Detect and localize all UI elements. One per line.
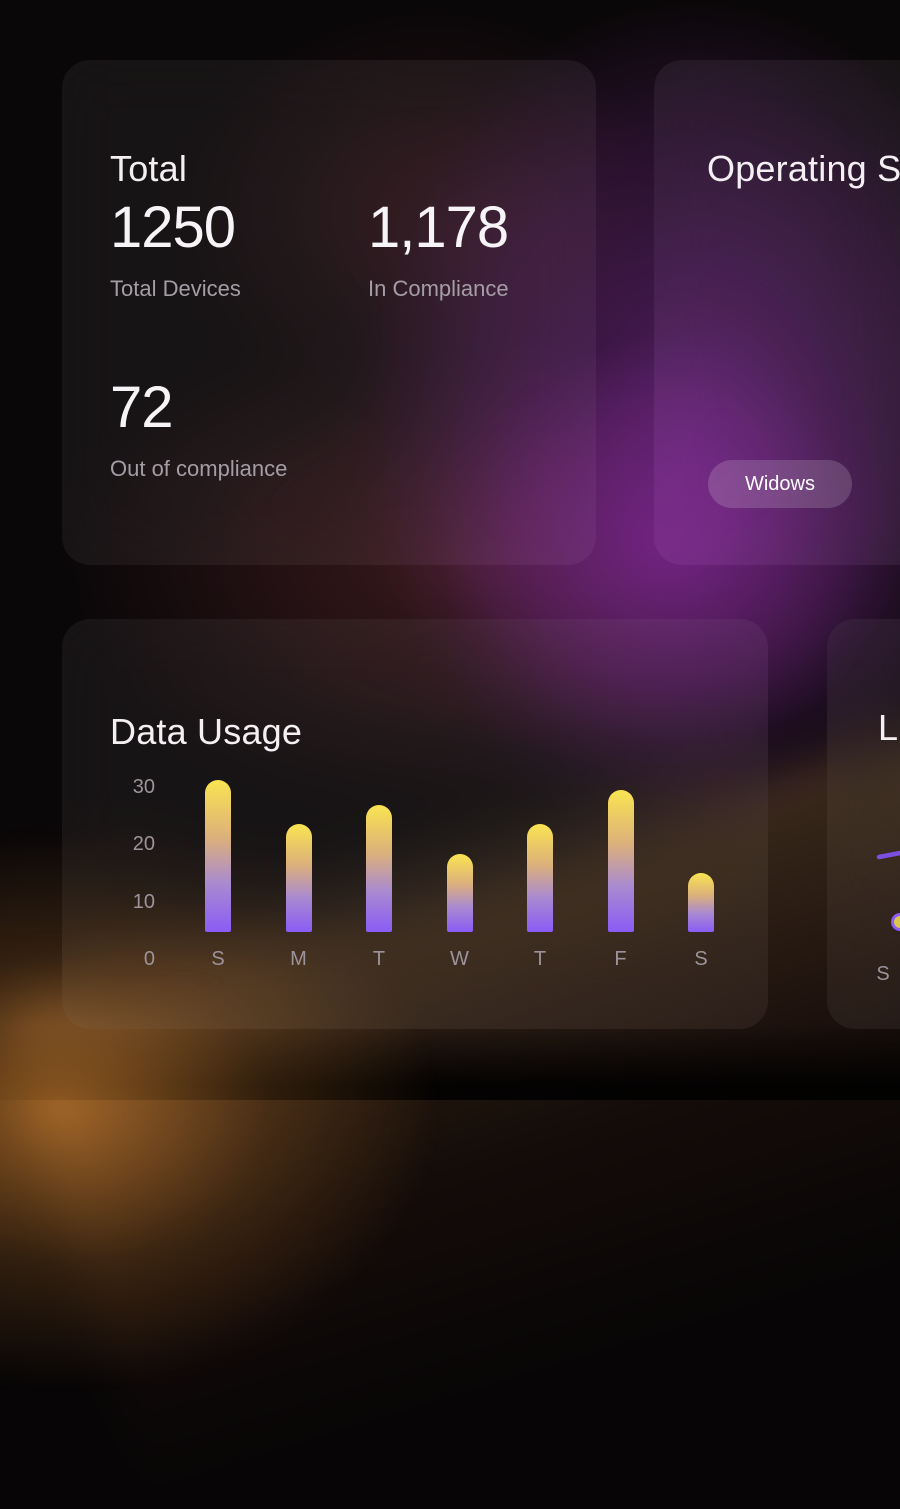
line-chart-x-tick-label: S (876, 963, 890, 985)
card-operating-systems-title: Operating S (707, 147, 900, 189)
bar-chart: 30 20 10 0 S M T W T F S (62, 619, 768, 1029)
y-zero-label: 0 (143, 948, 155, 970)
bar-T-4 (527, 824, 553, 932)
card-data-usage: Data Usage 30 20 10 0 S M T W T F S (62, 619, 768, 1029)
stat-total-devices-value: 1250 (110, 195, 236, 260)
stat-in-compliance-value: 1,178 (368, 195, 509, 260)
stat-out-of-compliance: 72 Out of compliance (110, 372, 287, 482)
x-tick-label: S (211, 948, 225, 970)
card-line-chart: L S (827, 619, 900, 1029)
bar-F-5 (607, 790, 634, 932)
line-path (876, 850, 900, 860)
line-chart (876, 850, 900, 860)
x-tick-label: F (614, 948, 627, 970)
y-tick-label: 10 (132, 890, 155, 913)
x-tick-label: W (450, 948, 469, 970)
stat-in-compliance-label: In Compliance (368, 276, 509, 301)
card-line-chart-title: L (878, 706, 899, 748)
card-total-title: Total (110, 147, 188, 189)
x-tick-label: M (290, 948, 307, 970)
bar-S-6 (688, 873, 714, 932)
card-data-usage-title: Data Usage (110, 710, 303, 752)
bar-T-2 (366, 805, 392, 932)
card-total: Total 1250 Total Devices 1,178 In Compli… (62, 60, 596, 565)
x-tick-label: T (372, 948, 386, 970)
bar-M-1 (285, 824, 312, 932)
stat-total-devices: 1250 Total Devices (110, 192, 241, 302)
x-tick-label: S (694, 948, 708, 970)
os-chip-widows[interactable]: Widows (708, 460, 852, 508)
stat-total-devices-label: Total Devices (110, 276, 241, 301)
stat-out-of-compliance-label: Out of compliance (110, 456, 288, 481)
x-tick-label: T (533, 948, 547, 970)
y-tick-label: 20 (132, 833, 155, 856)
line-chart-point (891, 913, 900, 931)
card-operating-systems: Operating S Widows (654, 60, 900, 565)
bar-S-0 (205, 780, 231, 932)
stat-out-of-compliance-value: 72 (110, 375, 174, 440)
y-tick-label: 30 (132, 776, 155, 799)
stat-in-compliance: 1,178 In Compliance (368, 192, 509, 302)
bar-W-3 (446, 854, 473, 932)
